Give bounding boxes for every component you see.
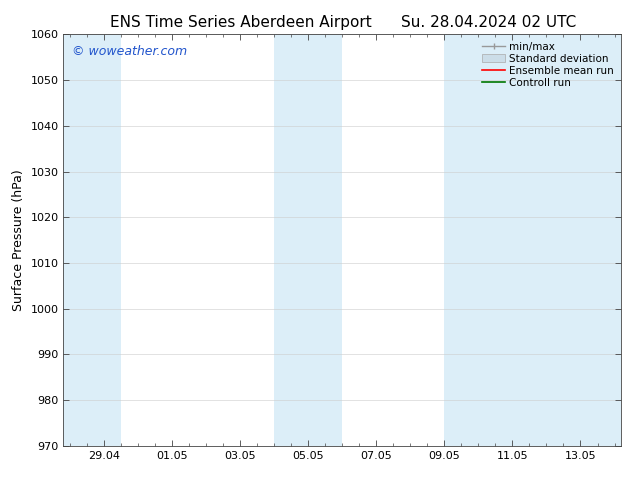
Text: © woweather.com: © woweather.com xyxy=(72,45,187,58)
Text: ENS Time Series Aberdeen Airport: ENS Time Series Aberdeen Airport xyxy=(110,15,372,30)
Bar xyxy=(63,34,121,446)
Text: Su. 28.04.2024 02 UTC: Su. 28.04.2024 02 UTC xyxy=(401,15,576,30)
Bar xyxy=(444,34,621,446)
Y-axis label: Surface Pressure (hPa): Surface Pressure (hPa) xyxy=(12,169,25,311)
Legend: min/max, Standard deviation, Ensemble mean run, Controll run: min/max, Standard deviation, Ensemble me… xyxy=(480,40,616,90)
Bar xyxy=(275,34,342,446)
